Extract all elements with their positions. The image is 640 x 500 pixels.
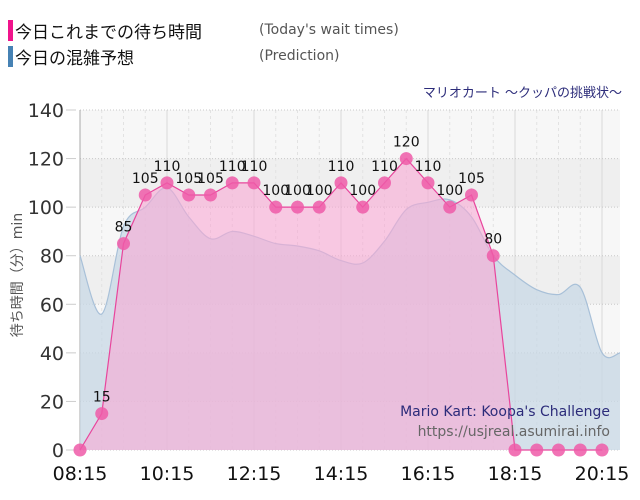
data-label: 110 <box>241 159 268 175</box>
data-point <box>138 188 152 202</box>
data-label: 100 <box>349 183 376 199</box>
data-point <box>530 443 544 457</box>
data-point <box>225 176 239 190</box>
data-label: 120 <box>393 135 420 151</box>
data-point <box>269 200 283 214</box>
data-label: 110 <box>328 159 355 175</box>
data-point <box>465 188 478 202</box>
data-point <box>117 237 130 251</box>
legend-swatch-actual <box>8 19 13 41</box>
data-label: 100 <box>262 183 289 199</box>
data-label: 80 <box>484 232 502 248</box>
legend-label-jp: 今日の混雑予想 <box>15 48 134 69</box>
x-tick-label: 10:15 <box>140 463 195 485</box>
data-label: 110 <box>415 159 442 175</box>
data-label: 105 <box>132 171 159 187</box>
y-tick-label: 80 <box>40 246 64 268</box>
data-point <box>508 443 522 457</box>
x-tick-label: 08:15 <box>53 463 108 485</box>
y-axis-title: 待ち時間（分）min <box>10 213 26 337</box>
legend-item-prediction[interactable]: 今日の混雑予想 (Prediction) <box>8 43 399 69</box>
data-label: 85 <box>115 220 133 236</box>
data-point <box>291 200 304 214</box>
data-point <box>247 176 261 190</box>
data-point <box>73 443 87 457</box>
y-tick-label: 20 <box>40 391 64 413</box>
x-tick-label: 16:15 <box>401 463 456 485</box>
data-point <box>95 407 109 421</box>
data-point <box>182 188 196 202</box>
plot-band <box>80 110 620 159</box>
data-point <box>486 249 500 263</box>
x-tick-label: 18:15 <box>488 463 543 485</box>
data-label: 105 <box>458 171 485 187</box>
data-label: 110 <box>219 159 246 175</box>
data-label: 105 <box>175 171 202 187</box>
data-point <box>421 176 435 190</box>
data-point <box>204 188 217 202</box>
x-tick-label: 20:15 <box>575 463 630 485</box>
data-point <box>573 443 587 457</box>
data-point <box>552 443 565 457</box>
data-point <box>312 200 326 214</box>
data-point <box>356 200 370 214</box>
watermark-url: https://usjreal.asumirai.info <box>418 424 610 440</box>
data-point <box>160 176 174 190</box>
data-label: 110 <box>154 159 181 175</box>
legend-swatch-prediction <box>8 45 13 67</box>
data-point <box>334 176 348 190</box>
y-tick-label: 120 <box>28 149 64 171</box>
watermark-title: Mario Kart: Koopa's Challenge <box>400 404 610 420</box>
x-tick-label: 14:15 <box>314 463 369 485</box>
data-point <box>378 176 391 190</box>
data-point <box>595 443 609 457</box>
data-point <box>399 152 413 166</box>
y-tick-label: 140 <box>28 100 64 122</box>
legend-label-jp: 今日これまでの待ち時間 <box>15 22 202 43</box>
y-tick-label: 100 <box>28 197 64 219</box>
legend-item-actual[interactable]: 今日これまでの待ち時間 (Today's wait times) <box>8 17 399 43</box>
data-label: 110 <box>371 159 398 175</box>
y-tick-label: 0 <box>52 440 64 462</box>
x-tick-label: 12:15 <box>227 463 282 485</box>
data-label: 100 <box>284 183 311 199</box>
legend: 今日これまでの待ち時間 (Today's wait times) 今日の混雑予想… <box>8 17 399 69</box>
legend-label-en: (Today's wait times) <box>259 22 399 38</box>
chart-subtitle: マリオカート ～クッパの挑戦状～ <box>422 86 622 101</box>
data-label: 100 <box>306 183 333 199</box>
data-label: 105 <box>197 171 224 187</box>
data-label: 100 <box>436 183 463 199</box>
y-tick-label: 40 <box>40 343 64 365</box>
data-point <box>443 200 457 214</box>
data-label: 15 <box>93 390 111 406</box>
actual-area <box>80 158 602 451</box>
y-tick-label: 60 <box>40 294 64 316</box>
legend-label-en: (Prediction) <box>259 48 340 64</box>
